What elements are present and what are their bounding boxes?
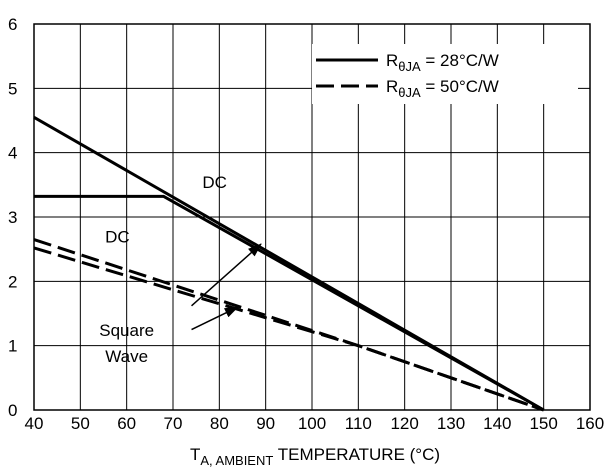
legend-label-sub: θJA <box>398 85 421 100</box>
annotation-arrow <box>191 306 239 331</box>
x-tick-label: 70 <box>164 414 183 433</box>
y-tick-label: 5 <box>8 79 17 98</box>
series-line-4 <box>33 246 545 412</box>
annotation-label: DC <box>105 228 130 247</box>
x-tick-label: 130 <box>437 414 465 433</box>
annotation-label: Square <box>99 321 154 340</box>
legend-label-suffix: = 50°C/W <box>421 77 499 96</box>
series-layer <box>33 115 545 412</box>
annotation-label: DC <box>202 173 227 192</box>
legend-label-prefix: R <box>386 51 398 70</box>
annotation-label: Wave <box>105 347 148 366</box>
x-tick-label: 80 <box>210 414 229 433</box>
x-tick-label: 140 <box>483 414 511 433</box>
tick-layer: 40 50 60 70 80 90 100 110 120 130 140 150 160 0 1 2 3 4 5 6 <box>8 15 604 433</box>
annotation-layer: DC DC Square Wave <box>99 173 227 366</box>
y-tick-label: 6 <box>8 15 17 34</box>
arrow-layer <box>191 243 262 331</box>
legend-label: RθJA = 28°C/W <box>386 51 499 74</box>
legend-label-prefix: R <box>386 77 398 96</box>
x-tick-label: 50 <box>71 414 90 433</box>
y-tick-label: 3 <box>8 208 17 227</box>
x-tick-label: 160 <box>576 414 604 433</box>
x-tick-label: 90 <box>256 414 275 433</box>
x-axis-label: TA, AMBIENT TEMPERATURE (°C) <box>190 445 440 468</box>
y-tick-label: 0 <box>8 401 17 420</box>
x-tick-label: 60 <box>117 414 136 433</box>
x-tick-label: 100 <box>298 414 326 433</box>
x-tick-label: 150 <box>529 414 557 433</box>
x-axis-label-rest: TEMPERATURE (°C) <box>273 445 440 464</box>
legend-label: RθJA = 50°C/W <box>386 77 499 100</box>
x-tick-label: 120 <box>390 414 418 433</box>
legend-label-suffix: = 28°C/W <box>421 51 499 70</box>
y-tick-label: 2 <box>8 272 17 291</box>
series-line-2 <box>34 194 545 412</box>
x-axis-label-main: T <box>190 445 200 464</box>
legend-label-sub: θJA <box>398 59 421 74</box>
y-tick-label: 1 <box>8 337 17 356</box>
x-axis-label-sub: A, AMBIENT <box>200 453 273 468</box>
plot-frame <box>33 23 591 411</box>
y-tick-label: 4 <box>8 144 17 163</box>
annotation-arrow <box>191 243 262 307</box>
legend-background <box>312 44 578 104</box>
x-tick-label: 110 <box>345 414 372 433</box>
x-tick-label: 40 <box>25 414 44 433</box>
